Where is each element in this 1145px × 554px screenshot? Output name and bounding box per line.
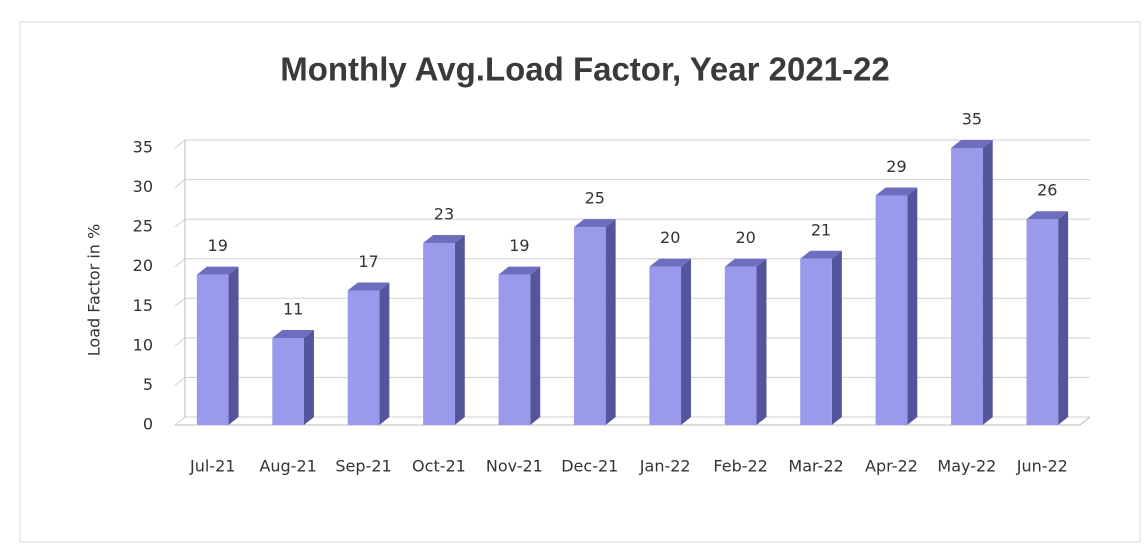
bar-side [681,258,692,425]
bar-top [347,282,390,291]
bar-top [423,234,465,243]
bar-top [573,219,616,228]
grid-line [174,179,186,188]
y-tick-label: 0 [143,415,153,434]
x-tick-label: Jul-21 [189,457,235,476]
data-label: 17 [358,252,378,271]
bar-top [196,266,239,275]
y-tick-label: 30 [133,177,153,196]
grid-line [174,139,186,149]
data-label: 23 [434,204,454,223]
x-tick-label: Jun-22 [1016,457,1068,476]
data-label: 35 [962,110,982,129]
bar-side [454,234,465,425]
chart-title: Monthly Avg.Load Factor, Year 2021-22 [280,51,890,88]
bar-side [756,258,767,425]
y-tick-label: 10 [133,335,153,354]
bar-top [498,266,541,275]
grid-line [174,297,186,307]
data-label: 19 [509,236,529,255]
bar-top [951,140,993,148]
bar-side [228,266,239,425]
bar [347,290,380,425]
data-label: 29 [886,157,906,176]
y-tick-label: 15 [133,296,153,315]
grid-line [174,416,186,426]
bar-top [800,250,842,259]
bar [196,274,229,425]
data-label: 21 [811,220,831,239]
x-tick-label: Feb-22 [713,457,767,476]
floor [175,416,1091,426]
bar-top [272,329,314,338]
bar-top [1026,211,1069,220]
bar [498,274,531,425]
data-label: 11 [283,299,303,318]
bar-side [303,329,314,425]
bar-side [907,187,918,425]
y-tick-label: 25 [133,217,153,236]
x-tick-label: Mar-22 [788,457,843,476]
bar-side [831,250,842,425]
bar [724,266,757,425]
grid-line [174,337,186,347]
x-tick-label: Sep-21 [335,457,391,476]
bar [423,242,455,425]
data-label: 20 [735,228,755,247]
bar [1026,219,1059,425]
data-label: 20 [660,228,680,247]
bar-side [530,266,541,425]
bar [272,337,304,425]
y-tick-label: 35 [133,138,153,157]
x-tick-label: Oct-21 [412,457,466,476]
grid-line [174,218,186,228]
y-tick-label: 20 [133,256,153,275]
y-axis-label: Load Factor in % [85,224,104,356]
x-tick-label: Dec-21 [561,457,618,476]
bar-top [649,258,692,267]
x-tick-label: Apr-22 [865,457,918,476]
bar-side [982,140,993,425]
bar-top [724,258,767,267]
bar [951,148,983,425]
data-label: 25 [585,189,605,208]
y-tick-label: 5 [143,375,153,394]
grid-line [174,258,186,268]
bar [649,266,682,425]
bar-side [379,282,390,425]
bar [573,227,606,425]
x-tick-label: May-22 [937,457,996,476]
bar-side [605,219,616,425]
grid-line [174,377,186,386]
bar-side [1058,211,1069,425]
data-label: 26 [1037,181,1057,200]
bar [875,195,908,425]
bar-top [875,187,918,196]
x-tick-label: Aug-21 [259,457,316,476]
x-tick-label: Jan-22 [639,457,691,476]
data-label: 19 [208,236,228,255]
bar [800,258,832,425]
x-tick-label: Nov-21 [486,457,543,476]
